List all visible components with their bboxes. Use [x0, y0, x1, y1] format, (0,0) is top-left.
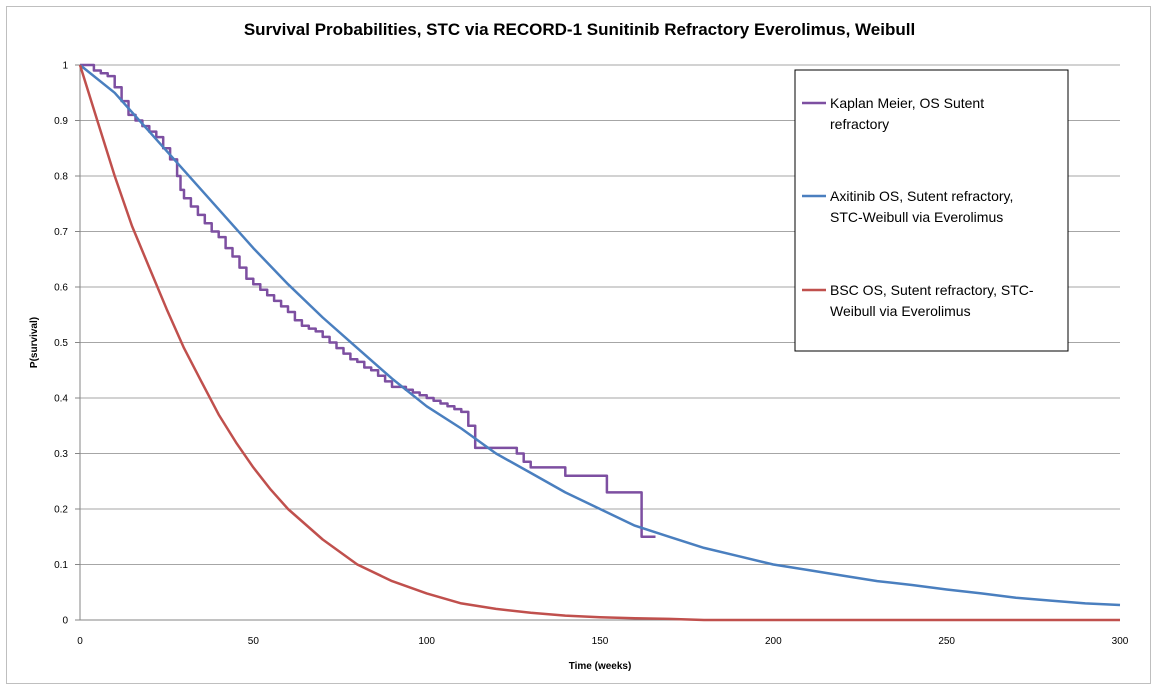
- y-axis-title: P(survival): [29, 317, 40, 368]
- legend-label: Axitinib OS, Sutent refractory,: [830, 188, 1013, 204]
- y-tick-label: 0.3: [54, 449, 68, 460]
- legend-label: BSC OS, Sutent refractory, STC-: [830, 282, 1034, 298]
- y-tick-label: 0.7: [54, 227, 68, 238]
- x-tick-label: 250: [938, 636, 955, 647]
- legend-label: refractory: [830, 116, 889, 132]
- series-line-3: [78, 64, 1120, 622]
- y-tick-label: 0.8: [54, 172, 68, 183]
- legend-label: Weibull via Everolimus: [830, 303, 971, 319]
- x-tick-label: 0: [77, 636, 83, 647]
- legend-label: STC-Weibull via Everolimus: [830, 209, 1003, 225]
- x-tick-label: 100: [418, 636, 435, 647]
- legend-box: [794, 69, 1069, 352]
- legend-label: Kaplan Meier, OS Sutent: [830, 95, 984, 111]
- x-tick-labels: 0 50 100 150 200 250 300: [77, 636, 1129, 647]
- y-tick-label: 0.5: [54, 338, 68, 349]
- x-tick-label: 150: [592, 636, 609, 647]
- y-tick-label: 0.4: [54, 394, 68, 405]
- x-tick-label: 300: [1112, 636, 1129, 647]
- y-tick-label: 0.1: [54, 560, 68, 571]
- x-tick-label: 50: [248, 636, 260, 647]
- y-tick-label: 0.9: [54, 116, 68, 127]
- y-tick-label: 0.6: [54, 283, 68, 294]
- series-lines: [78, 63, 1121, 622]
- series-line-2: [79, 64, 1121, 607]
- y-tick-label: 0: [62, 616, 68, 627]
- x-tick-label: 200: [765, 636, 782, 647]
- y-tick-labels: 0 0.1 0.2 0.3 0.4 0.5 0.6 0.7 0.8 0.9 1: [54, 61, 68, 627]
- y-tick-label: 0.2: [54, 505, 68, 516]
- legend: Kaplan Meier, OS Sutent refractory Axitini…: [794, 69, 1069, 352]
- x-axis-title: Time (weeks): [569, 661, 632, 672]
- chart-title: Survival Probabilities, STC via RECORD-1…: [243, 20, 916, 39]
- y-tick-label: 1: [62, 61, 68, 72]
- series-line-1: [80, 63, 656, 539]
